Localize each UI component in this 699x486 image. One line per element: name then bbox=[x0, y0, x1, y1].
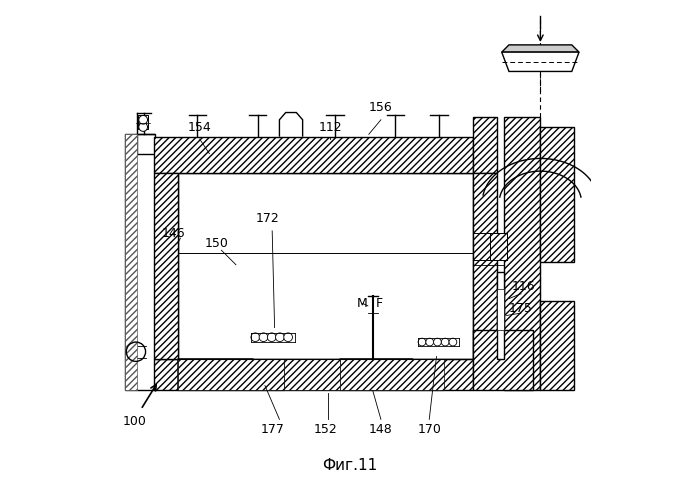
Bar bbox=[473, 173, 497, 359]
Bar bbox=[489, 233, 507, 260]
Text: 150: 150 bbox=[205, 237, 229, 249]
Text: M: M bbox=[357, 297, 368, 310]
Circle shape bbox=[418, 338, 426, 346]
Circle shape bbox=[275, 333, 284, 342]
Text: 177: 177 bbox=[260, 422, 284, 435]
Text: 156: 156 bbox=[369, 101, 393, 114]
Circle shape bbox=[259, 333, 268, 342]
Text: 100: 100 bbox=[122, 416, 146, 428]
Circle shape bbox=[426, 338, 433, 346]
Polygon shape bbox=[502, 52, 579, 71]
Circle shape bbox=[267, 333, 276, 342]
Bar bbox=[138, 115, 148, 129]
Bar bbox=[540, 127, 574, 262]
Bar bbox=[473, 117, 497, 173]
Circle shape bbox=[139, 122, 147, 131]
Text: 152: 152 bbox=[313, 422, 337, 435]
Circle shape bbox=[139, 116, 147, 124]
Polygon shape bbox=[178, 359, 284, 390]
Circle shape bbox=[251, 333, 259, 342]
Circle shape bbox=[441, 338, 449, 346]
Bar bbox=[504, 117, 540, 390]
Circle shape bbox=[284, 333, 292, 342]
Bar bbox=[178, 173, 473, 359]
Bar bbox=[178, 359, 284, 390]
Text: 175: 175 bbox=[509, 302, 533, 315]
Bar bbox=[540, 301, 574, 390]
Bar bbox=[489, 233, 507, 260]
Text: Фиг.11: Фиг.11 bbox=[322, 458, 377, 473]
Polygon shape bbox=[340, 359, 444, 390]
Bar bbox=[125, 134, 154, 390]
Text: 112: 112 bbox=[318, 121, 342, 134]
Circle shape bbox=[433, 338, 441, 346]
Bar bbox=[154, 137, 473, 173]
Text: F: F bbox=[376, 297, 383, 310]
Bar bbox=[497, 289, 504, 330]
Text: 148: 148 bbox=[369, 422, 393, 435]
Text: 154: 154 bbox=[188, 121, 212, 134]
Polygon shape bbox=[502, 45, 579, 52]
Bar bbox=[154, 173, 178, 359]
Bar bbox=[154, 359, 473, 390]
Bar bbox=[473, 330, 533, 390]
Bar bbox=[284, 359, 340, 390]
Bar bbox=[497, 272, 504, 359]
Text: 146: 146 bbox=[161, 227, 185, 240]
Text: 170: 170 bbox=[417, 422, 441, 435]
Text: 172: 172 bbox=[255, 212, 279, 226]
Text: 116: 116 bbox=[512, 280, 535, 293]
Bar bbox=[340, 359, 444, 390]
Circle shape bbox=[449, 338, 456, 346]
Bar bbox=[125, 134, 137, 390]
